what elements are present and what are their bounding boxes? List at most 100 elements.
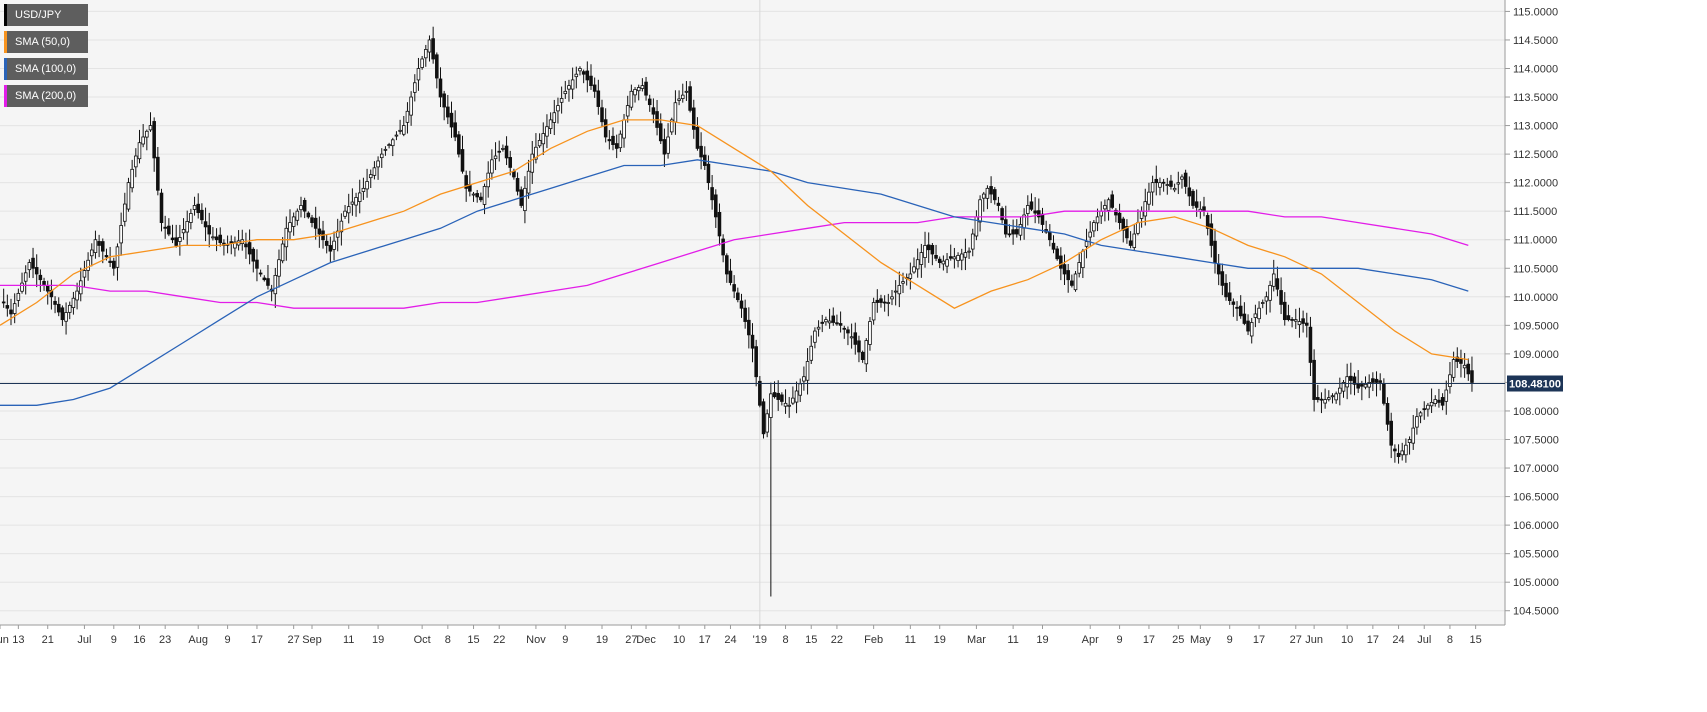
candle-body: [137, 142, 142, 160]
candle-body: [86, 259, 90, 271]
candle-body: [1194, 201, 1199, 208]
legend-item-sma100[interactable]: SMA (100,0): [4, 58, 88, 80]
candle-body: [163, 226, 167, 229]
x-tick-label: Oct: [414, 634, 431, 646]
candle-body: [684, 90, 689, 93]
candle-body: [732, 284, 736, 292]
x-tick-label: 19: [372, 634, 384, 646]
candle-body: [1051, 242, 1056, 250]
x-tick-label: 9: [562, 634, 568, 646]
plot-area: [0, 0, 1505, 625]
candle-body: [1290, 319, 1294, 321]
candle-body: [1382, 383, 1386, 404]
x-tick-label: 17: [1367, 634, 1379, 646]
candle-body: [658, 123, 663, 142]
candle-body: [1352, 376, 1357, 385]
candle-body: [288, 222, 292, 233]
candle-body: [1154, 178, 1159, 184]
candle-body: [1114, 209, 1118, 216]
candle-body: [75, 290, 79, 301]
candle-body: [691, 107, 696, 130]
candle-body: [996, 202, 1001, 206]
candle-body: [251, 248, 256, 262]
candle-body: [725, 255, 729, 275]
candle-body: [1242, 313, 1247, 324]
candle-body: [1338, 387, 1342, 394]
candle-body: [1260, 302, 1265, 304]
candle-body: [1070, 280, 1074, 286]
y-tick-label: 109.0000: [1513, 349, 1559, 361]
candle-body: [1106, 199, 1111, 211]
candle-body: [1150, 182, 1155, 193]
candle-body: [523, 187, 527, 212]
candle-body: [1238, 305, 1243, 317]
legend-item-usdjpy[interactable]: USD/JPY: [4, 4, 88, 26]
candle-body: [1396, 452, 1401, 458]
candle-body: [662, 139, 667, 155]
legend-label-sma100: SMA (100,0): [15, 63, 77, 75]
candle-body: [145, 130, 149, 138]
candle-body: [9, 309, 13, 315]
legend-item-sma50[interactable]: SMA (50,0): [4, 31, 88, 53]
candle-body: [280, 243, 285, 262]
candle-body: [787, 404, 791, 407]
candle-body: [688, 86, 692, 111]
y-tick-label: 110.5000: [1513, 263, 1558, 275]
candle-body: [56, 303, 61, 313]
candle-body: [394, 134, 399, 137]
candle-body: [570, 79, 575, 90]
candle-body: [108, 260, 112, 263]
candle-body: [908, 273, 913, 279]
candle-body: [1062, 264, 1067, 275]
candle-body: [739, 300, 744, 309]
candle-body: [501, 148, 505, 150]
candle-body: [644, 81, 648, 96]
legend-item-sma200[interactable]: SMA (200,0): [4, 85, 88, 107]
candle-body: [273, 274, 278, 295]
candle-body: [666, 136, 670, 154]
candle-body: [750, 334, 755, 349]
candle-body: [438, 78, 443, 98]
x-tick-label: 9: [1227, 634, 1233, 646]
candle-body: [1462, 364, 1467, 369]
y-tick-label: 111.5000: [1513, 206, 1557, 218]
candle-body: [1077, 262, 1081, 274]
candle-body: [34, 267, 39, 275]
candle-body: [1172, 187, 1177, 191]
candle-body: [181, 229, 186, 234]
x-tick-label: '19: [753, 634, 767, 646]
y-tick-label: 107.5000: [1513, 434, 1559, 446]
candle-body: [699, 145, 703, 158]
x-tick-label: Feb: [864, 634, 883, 646]
current-price-label-bg: [1507, 375, 1563, 392]
candle-body: [339, 220, 344, 233]
candle-body: [471, 193, 476, 196]
candle-body: [409, 96, 413, 116]
x-tick-label: 27: [288, 634, 300, 646]
candle-body: [1308, 326, 1313, 363]
candle-body: [1026, 205, 1030, 214]
candle-body: [556, 105, 560, 112]
legend-swatch-sma100: [4, 58, 7, 80]
candle-body: [780, 394, 784, 402]
y-tick-label: 110.0000: [1513, 292, 1558, 304]
candle-body: [424, 49, 428, 59]
candle-body: [1466, 363, 1471, 375]
candle-body: [809, 345, 814, 361]
candle-body: [1180, 176, 1184, 180]
x-tick-label: Aug: [188, 634, 208, 646]
candle-body: [589, 75, 593, 87]
candle-body: [475, 193, 479, 198]
candle-body: [534, 146, 538, 160]
candle-body: [798, 383, 802, 396]
candle-body: [1059, 255, 1063, 269]
candle-body: [277, 259, 281, 277]
candle-body: [53, 300, 57, 305]
candle-body: [1363, 383, 1368, 388]
candle-body: [1099, 210, 1103, 217]
candle-body: [93, 239, 98, 253]
candle-body: [941, 260, 946, 265]
candle-body: [530, 153, 535, 173]
candle-body: [754, 346, 758, 378]
candle-body: [482, 186, 487, 205]
